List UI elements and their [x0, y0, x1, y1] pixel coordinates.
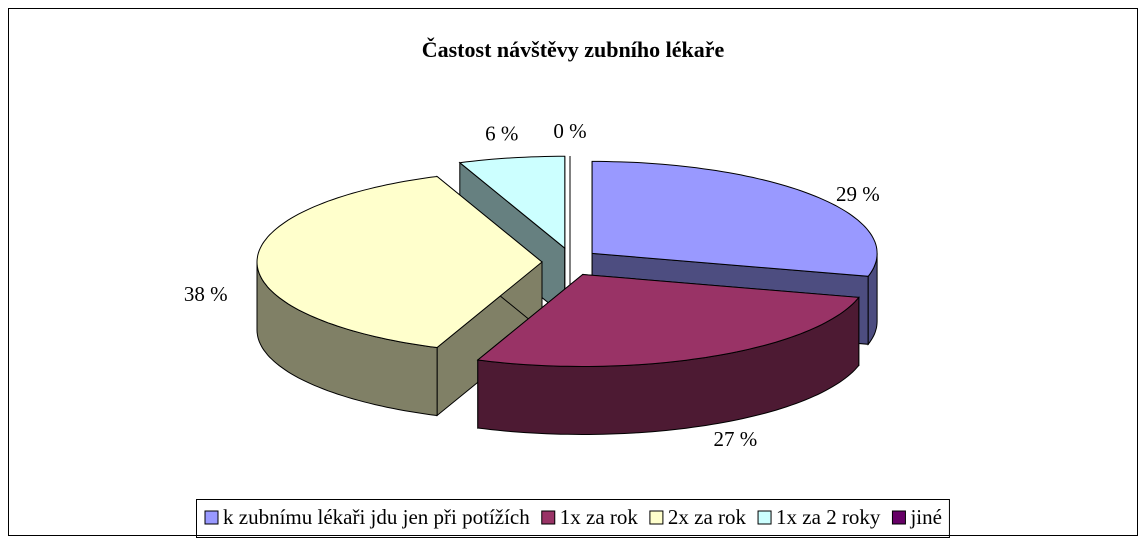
legend-swatch [757, 510, 772, 525]
data-label: 29 % [836, 182, 880, 206]
pie: 29 % 27 % 38 % 6 % 0 % [184, 119, 880, 451]
legend-border [196, 499, 950, 538]
legend-label: k zubnímu lékaři jdu jen při potížích [223, 505, 530, 529]
data-label: 0 % [553, 119, 586, 143]
slice-top [458, 155, 566, 250]
data-label: 27 % [714, 427, 758, 451]
legend-swatch [541, 510, 556, 525]
legend-label: jiné [909, 505, 942, 529]
chart-title: Častost návštěvy zubního lékaře [422, 37, 725, 62]
legend-swatch [649, 510, 664, 525]
slice [256, 175, 543, 417]
data-label: 38 % [184, 282, 228, 306]
data-label: 6 % [485, 122, 518, 146]
legend-swatch [891, 510, 906, 525]
slice-top [256, 175, 543, 349]
slice [476, 273, 860, 435]
legend-label: 1x za 2 roky [776, 505, 881, 529]
slice-top [591, 160, 878, 277]
slice-top [476, 273, 860, 367]
chart-border [8, 8, 1138, 536]
legend-swatch [204, 510, 219, 525]
legend-label: 1x za rok [560, 505, 639, 529]
legend-label: 2x za rok [668, 505, 747, 529]
legend: k zubnímu lékaři jdu jen při potížích 1x … [196, 499, 950, 538]
